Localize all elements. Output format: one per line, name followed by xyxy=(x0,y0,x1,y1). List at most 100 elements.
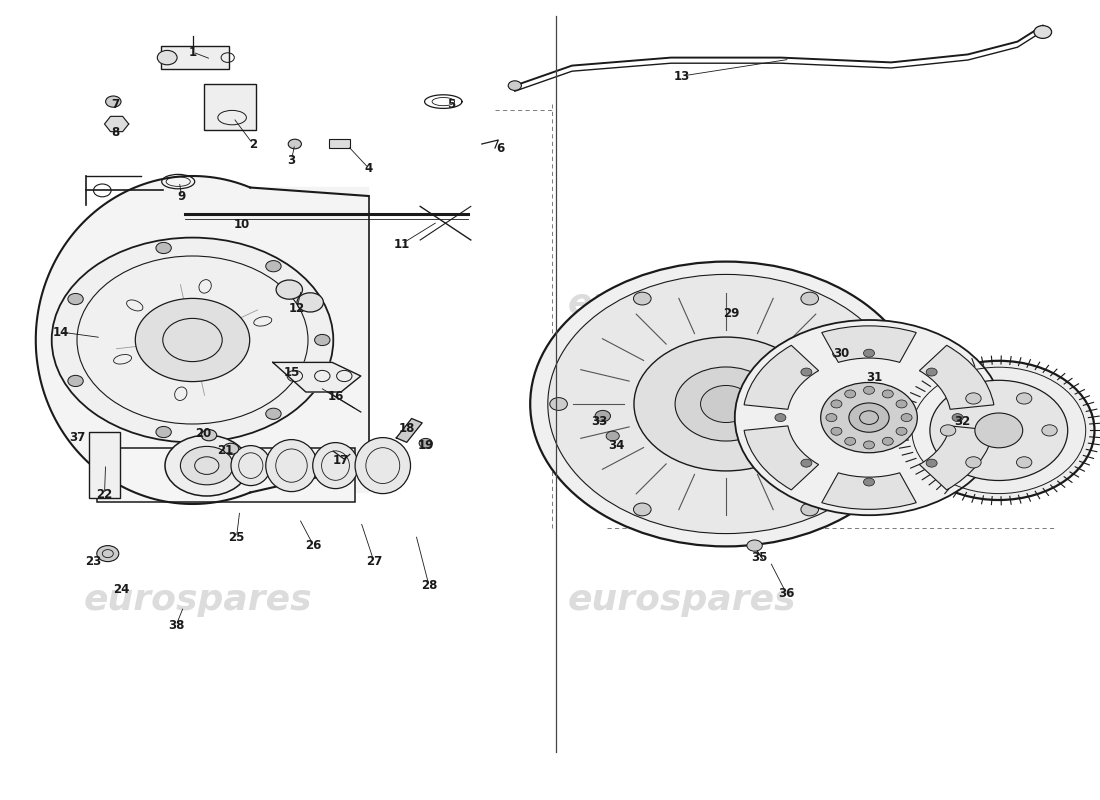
Wedge shape xyxy=(744,346,818,410)
Ellipse shape xyxy=(355,438,410,494)
Circle shape xyxy=(106,96,121,107)
Circle shape xyxy=(165,435,249,496)
Text: 24: 24 xyxy=(113,583,129,596)
Circle shape xyxy=(68,375,84,386)
Circle shape xyxy=(634,503,651,516)
Circle shape xyxy=(975,413,1023,448)
Circle shape xyxy=(864,349,874,357)
Text: 22: 22 xyxy=(97,488,112,501)
Text: eurospares: eurospares xyxy=(568,287,796,321)
Circle shape xyxy=(530,262,922,546)
Text: 37: 37 xyxy=(69,431,85,444)
Circle shape xyxy=(1034,26,1052,38)
Text: 30: 30 xyxy=(834,347,849,360)
Circle shape xyxy=(953,414,964,422)
Circle shape xyxy=(201,430,217,441)
Text: 17: 17 xyxy=(333,454,349,466)
Circle shape xyxy=(864,441,874,449)
Circle shape xyxy=(901,414,912,422)
Circle shape xyxy=(896,427,907,435)
Circle shape xyxy=(926,459,937,467)
Circle shape xyxy=(180,446,233,485)
Circle shape xyxy=(826,414,837,422)
Polygon shape xyxy=(36,176,369,504)
Circle shape xyxy=(735,320,1003,515)
Circle shape xyxy=(156,426,172,438)
Circle shape xyxy=(276,280,303,299)
Text: 14: 14 xyxy=(53,326,68,338)
Text: 32: 32 xyxy=(955,415,970,428)
Text: eurospares: eurospares xyxy=(84,287,312,321)
Text: 4: 4 xyxy=(364,162,373,174)
Circle shape xyxy=(801,503,818,516)
Text: 29: 29 xyxy=(724,307,739,320)
Circle shape xyxy=(774,414,785,422)
Circle shape xyxy=(940,425,956,436)
FancyBboxPatch shape xyxy=(161,46,229,69)
Text: 21: 21 xyxy=(218,444,233,457)
Circle shape xyxy=(675,367,777,441)
Circle shape xyxy=(419,438,432,448)
Circle shape xyxy=(156,242,172,254)
Text: 31: 31 xyxy=(867,371,882,384)
Polygon shape xyxy=(273,362,361,392)
Circle shape xyxy=(701,386,751,422)
Circle shape xyxy=(634,292,651,305)
Circle shape xyxy=(550,398,568,410)
FancyBboxPatch shape xyxy=(329,139,350,148)
FancyBboxPatch shape xyxy=(204,84,256,130)
Ellipse shape xyxy=(231,446,271,486)
Text: 13: 13 xyxy=(674,70,690,82)
Text: 5: 5 xyxy=(447,98,455,110)
Circle shape xyxy=(903,361,1094,500)
Text: 6: 6 xyxy=(496,142,505,154)
Circle shape xyxy=(266,261,282,272)
Text: 33: 33 xyxy=(592,415,607,428)
Circle shape xyxy=(548,274,904,534)
Circle shape xyxy=(97,546,119,562)
Circle shape xyxy=(849,403,889,432)
Circle shape xyxy=(1042,425,1057,436)
Circle shape xyxy=(882,390,893,398)
Text: 11: 11 xyxy=(394,238,409,250)
Circle shape xyxy=(845,390,856,398)
Text: 7: 7 xyxy=(111,98,120,110)
Ellipse shape xyxy=(266,439,317,491)
Circle shape xyxy=(830,427,842,435)
Text: 19: 19 xyxy=(418,439,433,452)
Circle shape xyxy=(966,393,981,404)
Circle shape xyxy=(801,292,818,305)
Circle shape xyxy=(1016,393,1032,404)
Polygon shape xyxy=(396,418,422,442)
Wedge shape xyxy=(822,326,916,362)
Ellipse shape xyxy=(312,442,359,489)
Circle shape xyxy=(315,334,330,346)
Text: 20: 20 xyxy=(196,427,211,440)
Text: 3: 3 xyxy=(287,154,296,166)
Circle shape xyxy=(135,298,250,382)
Text: 15: 15 xyxy=(284,366,299,378)
Circle shape xyxy=(864,386,874,394)
Circle shape xyxy=(882,438,893,446)
Circle shape xyxy=(297,293,323,312)
Circle shape xyxy=(595,410,610,422)
Text: 9: 9 xyxy=(177,190,186,202)
Circle shape xyxy=(830,400,842,408)
Text: eurospares: eurospares xyxy=(568,583,796,617)
Circle shape xyxy=(833,349,846,358)
Circle shape xyxy=(606,431,619,441)
Text: 23: 23 xyxy=(86,555,101,568)
Circle shape xyxy=(223,443,239,454)
Polygon shape xyxy=(104,116,129,132)
Text: 1: 1 xyxy=(188,46,197,58)
Circle shape xyxy=(157,50,177,65)
Text: 12: 12 xyxy=(289,302,305,314)
Circle shape xyxy=(801,459,812,467)
Circle shape xyxy=(884,398,902,410)
Circle shape xyxy=(508,81,521,90)
Text: 27: 27 xyxy=(366,555,382,568)
Circle shape xyxy=(68,294,84,305)
Circle shape xyxy=(966,457,981,468)
Text: 36: 36 xyxy=(779,587,794,600)
Text: 10: 10 xyxy=(234,218,250,230)
